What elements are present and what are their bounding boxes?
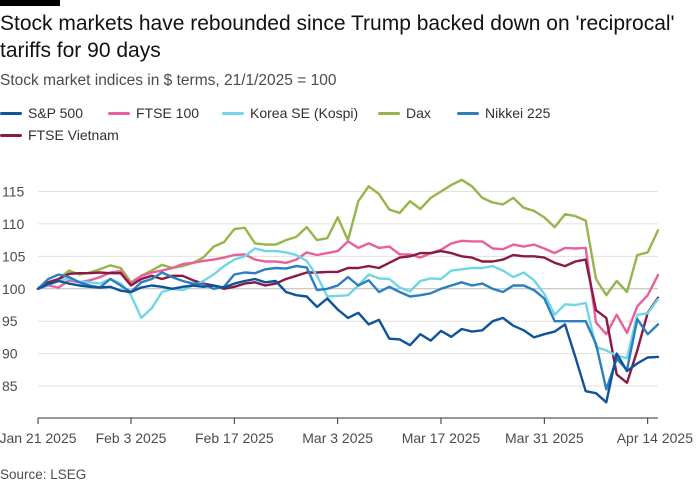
series-line-ftse-100	[36, 239, 660, 336]
series-line-korea-se-kospi-	[36, 247, 660, 360]
x-tick-label: Feb 3 2025	[96, 430, 167, 446]
legend-swatch-sp500	[0, 111, 22, 115]
legend-item-dax: Dax	[378, 105, 431, 121]
legend-item-vietnam: FTSE Vietnam	[0, 127, 119, 143]
x-tick-label: Apr 14 2025	[617, 430, 693, 446]
series-line-ftse-vietnam	[36, 249, 660, 384]
x-tick-label: Jan 21 2025	[0, 430, 77, 446]
y-tick-label: 110	[2, 216, 25, 232]
legend-label-vietnam: FTSE Vietnam	[28, 127, 119, 143]
legend-label-ftse100: FTSE 100	[136, 105, 200, 121]
x-tick-label: Mar 17 2025	[402, 430, 481, 446]
legend-swatch-ftse100	[108, 111, 130, 115]
y-tick-label: 90	[2, 346, 18, 362]
y-tick-label: 105	[2, 248, 26, 264]
legend-label-dax: Dax	[406, 105, 431, 121]
legend-item-kospi: Korea SE (Kospi)	[222, 105, 358, 121]
legend-swatch-nikkei	[457, 111, 479, 115]
source-note: Source: LSEG	[0, 467, 87, 482]
y-tick-label: 95	[2, 313, 18, 329]
legend-swatch-vietnam	[0, 133, 22, 137]
legend-label-sp500: S&P 500	[28, 105, 84, 121]
series-line-nikkei-225	[36, 264, 660, 391]
grid-layer	[38, 190, 658, 387]
x-tick-label: Mar 31 2025	[505, 430, 584, 446]
series-layer	[36, 178, 660, 404]
y-tick-label: 115	[2, 183, 25, 199]
y-tick-label: 85	[2, 378, 18, 394]
legend-item-nikkei: Nikkei 225	[457, 105, 550, 121]
axis-layer: 85 90 95 100 105 110 115 Jan 21 2025 Feb 3 2025 F…	[0, 183, 693, 446]
x-tick-label: Feb 17 2025	[195, 430, 274, 446]
chart-subtitle: Stock market indices in $ terms, 21/1/20…	[0, 72, 337, 89]
legend-label-kospi: Korea SE (Kospi)	[250, 105, 359, 121]
legend-swatch-dax	[378, 111, 400, 115]
x-tick-label: Mar 3 2025	[302, 430, 373, 446]
top-accent-bar	[0, 0, 60, 6]
chart-title: Stock markets have rebounded since Trump…	[0, 12, 675, 62]
series-line-s-p-500	[36, 277, 660, 404]
legend-swatch-kospi	[222, 111, 244, 115]
y-tick-label: 100	[2, 281, 26, 297]
legend-item-ftse100: FTSE 100	[108, 105, 199, 121]
legend-item-sp500: S&P 500	[0, 105, 83, 121]
legend-label-nikkei: Nikkei 225	[485, 105, 551, 121]
